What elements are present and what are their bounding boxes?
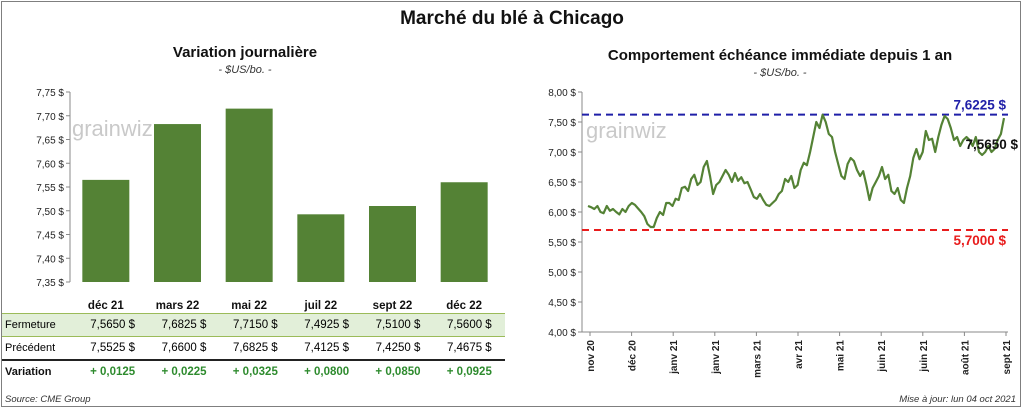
- table-cell: 7,4925 $: [290, 313, 363, 337]
- y-tick-label: 7,60 $: [36, 159, 64, 170]
- y-tick-label: 6,50 $: [548, 178, 576, 189]
- right-panel-unit: - $US/bo. -: [753, 67, 807, 79]
- last-value-label: 7,5650 $: [965, 137, 1018, 152]
- y-tick-label: 7,75 $: [36, 88, 64, 99]
- y-tick-label: 7,40 $: [36, 254, 64, 265]
- table-cell: 7,6600 $: [148, 336, 220, 361]
- y-tick-label: 7,00 $: [548, 148, 576, 159]
- y-tick-label: 7,55 $: [36, 183, 64, 194]
- bar: [369, 206, 416, 282]
- table-cell: + 0,0125: [90, 366, 136, 378]
- x-tick-label: janv 21: [711, 340, 722, 375]
- row-label: Fermeture: [2, 313, 77, 337]
- x-tick-label: déc 22: [446, 300, 482, 312]
- row-label: Précédent: [2, 336, 77, 361]
- bar: [225, 108, 273, 282]
- table-row-precedent: Précédent 7,5525 $ 7,6600 $ 7,6825 $ 7,4…: [2, 336, 505, 361]
- x-tick-label: sept 22: [373, 300, 413, 312]
- table-cell: 7,4125 $: [290, 336, 363, 361]
- table-cell: 7,4675 $: [433, 336, 505, 361]
- y-tick-label: 7,45 $: [36, 231, 64, 242]
- main-title: Marché du blé à Chicago: [400, 8, 624, 29]
- table-cell: 7,6825 $: [219, 336, 291, 361]
- line-chart: grainwiz 4,00 $ 4,50 $ 5,00 $ 5,50 $ 6,00 $ 6,…: [548, 88, 1018, 378]
- table-row-fermeture: Fermeture 7,5650 $ 7,6825 $ 7,7150 $ 7,4…: [2, 313, 505, 337]
- table-cell: + 0,0850: [375, 366, 421, 378]
- table-cell: 7,5100 $: [362, 313, 434, 337]
- row-label: Variation: [5, 366, 52, 378]
- y-tick-label: 5,00 $: [548, 268, 576, 279]
- table-cell: 7,5525 $: [77, 336, 149, 361]
- table-cell: + 0,0800: [304, 366, 350, 378]
- bar-chart: grainwiz 7,35 $ 7,40 $ 7,45 $ 7,50 $ 7,55 $ 7,…: [36, 88, 488, 312]
- price-line: [587, 113, 1006, 229]
- bar: [82, 179, 130, 282]
- min-label: 5,7000 $: [953, 233, 1006, 248]
- x-tick-label: déc 20: [628, 340, 639, 372]
- right-panel-title: Comportement échéance immédiate depuis 1…: [607, 47, 953, 64]
- bar: [154, 124, 201, 282]
- x-tick-label: août 21: [960, 340, 971, 375]
- price-table: Fermeture 7,5650 $ 7,6825 $ 7,7150 $ 7,4…: [2, 313, 505, 383]
- x-tick-label: mai 22: [231, 300, 267, 312]
- update-note: Mise à jour: lun 04 oct 2021: [899, 394, 1016, 405]
- watermark: grainwiz: [586, 118, 667, 143]
- x-tick-label: mars 22: [156, 300, 199, 312]
- y-tick-label: 5,50 $: [548, 238, 576, 249]
- x-tick-label: juin 21: [877, 340, 888, 373]
- left-panel-title: Variation journalière: [172, 44, 318, 61]
- y-tick-label: 7,65 $: [36, 136, 64, 147]
- left-panel-unit: - $US/bo. -: [218, 64, 272, 76]
- y-tick-label: 6,00 $: [548, 208, 576, 219]
- max-label: 7,6225 $: [953, 98, 1006, 113]
- table-cell: 7,5600 $: [433, 313, 505, 337]
- table-cell: 7,7150 $: [219, 313, 291, 337]
- x-tick-label: juin 21: [919, 340, 930, 373]
- y-tick-label: 4,50 $: [548, 298, 576, 309]
- y-tick-label: 7,35 $: [36, 278, 64, 289]
- x-tick-label: avr 21: [794, 340, 805, 369]
- x-tick-label: juil 22: [304, 300, 338, 312]
- y-tick-label: 4,00 $: [548, 328, 576, 339]
- y-tick-label: 7,50 $: [36, 207, 64, 218]
- table-row-variation: Variation + 0,0125 + 0,0225 + 0,0325 + 0…: [2, 360, 505, 383]
- bar: [440, 182, 488, 282]
- table-cell: + 0,0225: [161, 366, 207, 378]
- bar: [297, 214, 345, 282]
- x-tick-label: janv 21: [669, 340, 680, 375]
- x-tick-label: nov 20: [586, 340, 597, 372]
- source-note: Source: CME Group: [5, 394, 91, 405]
- table-cell: + 0,0325: [232, 366, 278, 378]
- watermark: grainwiz: [72, 116, 153, 141]
- y-tick-label: 7,70 $: [36, 112, 64, 123]
- table-cell: 7,6825 $: [148, 313, 220, 337]
- table-cell: 7,4250 $: [362, 336, 434, 361]
- table-cell: 7,5650 $: [77, 313, 149, 337]
- y-tick-label: 7,50 $: [548, 118, 576, 129]
- y-tick-label: 8,00 $: [548, 88, 576, 99]
- x-tick-label: mars 21: [752, 340, 763, 378]
- table-cell: + 0,0925: [446, 366, 492, 378]
- x-tick-label: sept 21: [1002, 340, 1013, 375]
- x-tick-label: mai 21: [836, 340, 847, 372]
- x-tick-label: déc 21: [88, 300, 124, 312]
